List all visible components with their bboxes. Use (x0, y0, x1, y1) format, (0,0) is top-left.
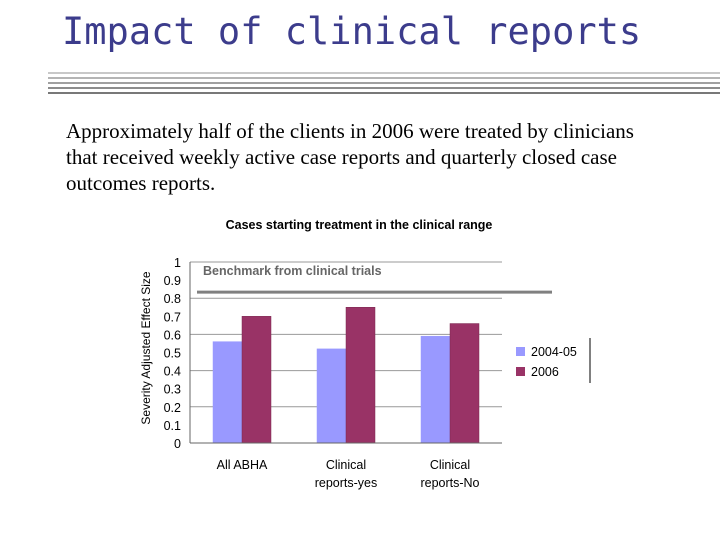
x-tick-label: reports-yes (315, 476, 378, 490)
legend-swatch (516, 347, 525, 356)
chart-title: Cases starting treatment in the clinical… (226, 218, 493, 232)
y-tick-label: 0 (174, 437, 181, 451)
y-tick-label: 0.5 (164, 347, 181, 361)
y-tick-label: 0.8 (164, 292, 181, 306)
bars (212, 307, 480, 444)
bar (212, 341, 243, 444)
bar (449, 323, 480, 444)
y-tick-label: 0.9 (164, 274, 181, 288)
legend-label: 2006 (531, 365, 559, 379)
bar (420, 335, 451, 444)
bar (241, 316, 272, 444)
x-tick-label: Clinical (430, 458, 470, 472)
legend-label: 2004-05 (531, 345, 577, 359)
bar (316, 348, 347, 444)
x-tick-label: reports-No (420, 476, 479, 490)
x-tick-label: Clinical (326, 458, 366, 472)
slide-title: Impact of clinical reports (62, 10, 642, 53)
y-tick-label: 0.4 (164, 365, 181, 379)
y-tick-label: 0.2 (164, 401, 181, 415)
legend-swatch (516, 367, 525, 376)
y-tick-label: 0.3 (164, 383, 181, 397)
slide-body-text: Approximately half of the clients in 200… (66, 119, 634, 195)
y-tick-label: 0.6 (164, 328, 181, 342)
bar (345, 307, 376, 444)
benchmark-annotation: Benchmark from clinical trials (197, 264, 552, 294)
x-tick-label: All ABHA (217, 458, 268, 472)
benchmark-label: Benchmark from clinical trials (203, 264, 382, 278)
y-axis-label: Severity Adjusted Effect Size (139, 271, 153, 425)
y-tick-label: 0.1 (164, 419, 181, 433)
y-tick-label: 1 (174, 256, 181, 270)
axes: 0 0.1 0.2 0.3 0.4 0.5 0.6 0.7 0.8 0.9 1 All ABHA Cli… (164, 256, 502, 490)
legend: 2004-05 2006 (516, 338, 591, 383)
y-tick-label: 0.7 (164, 310, 181, 324)
